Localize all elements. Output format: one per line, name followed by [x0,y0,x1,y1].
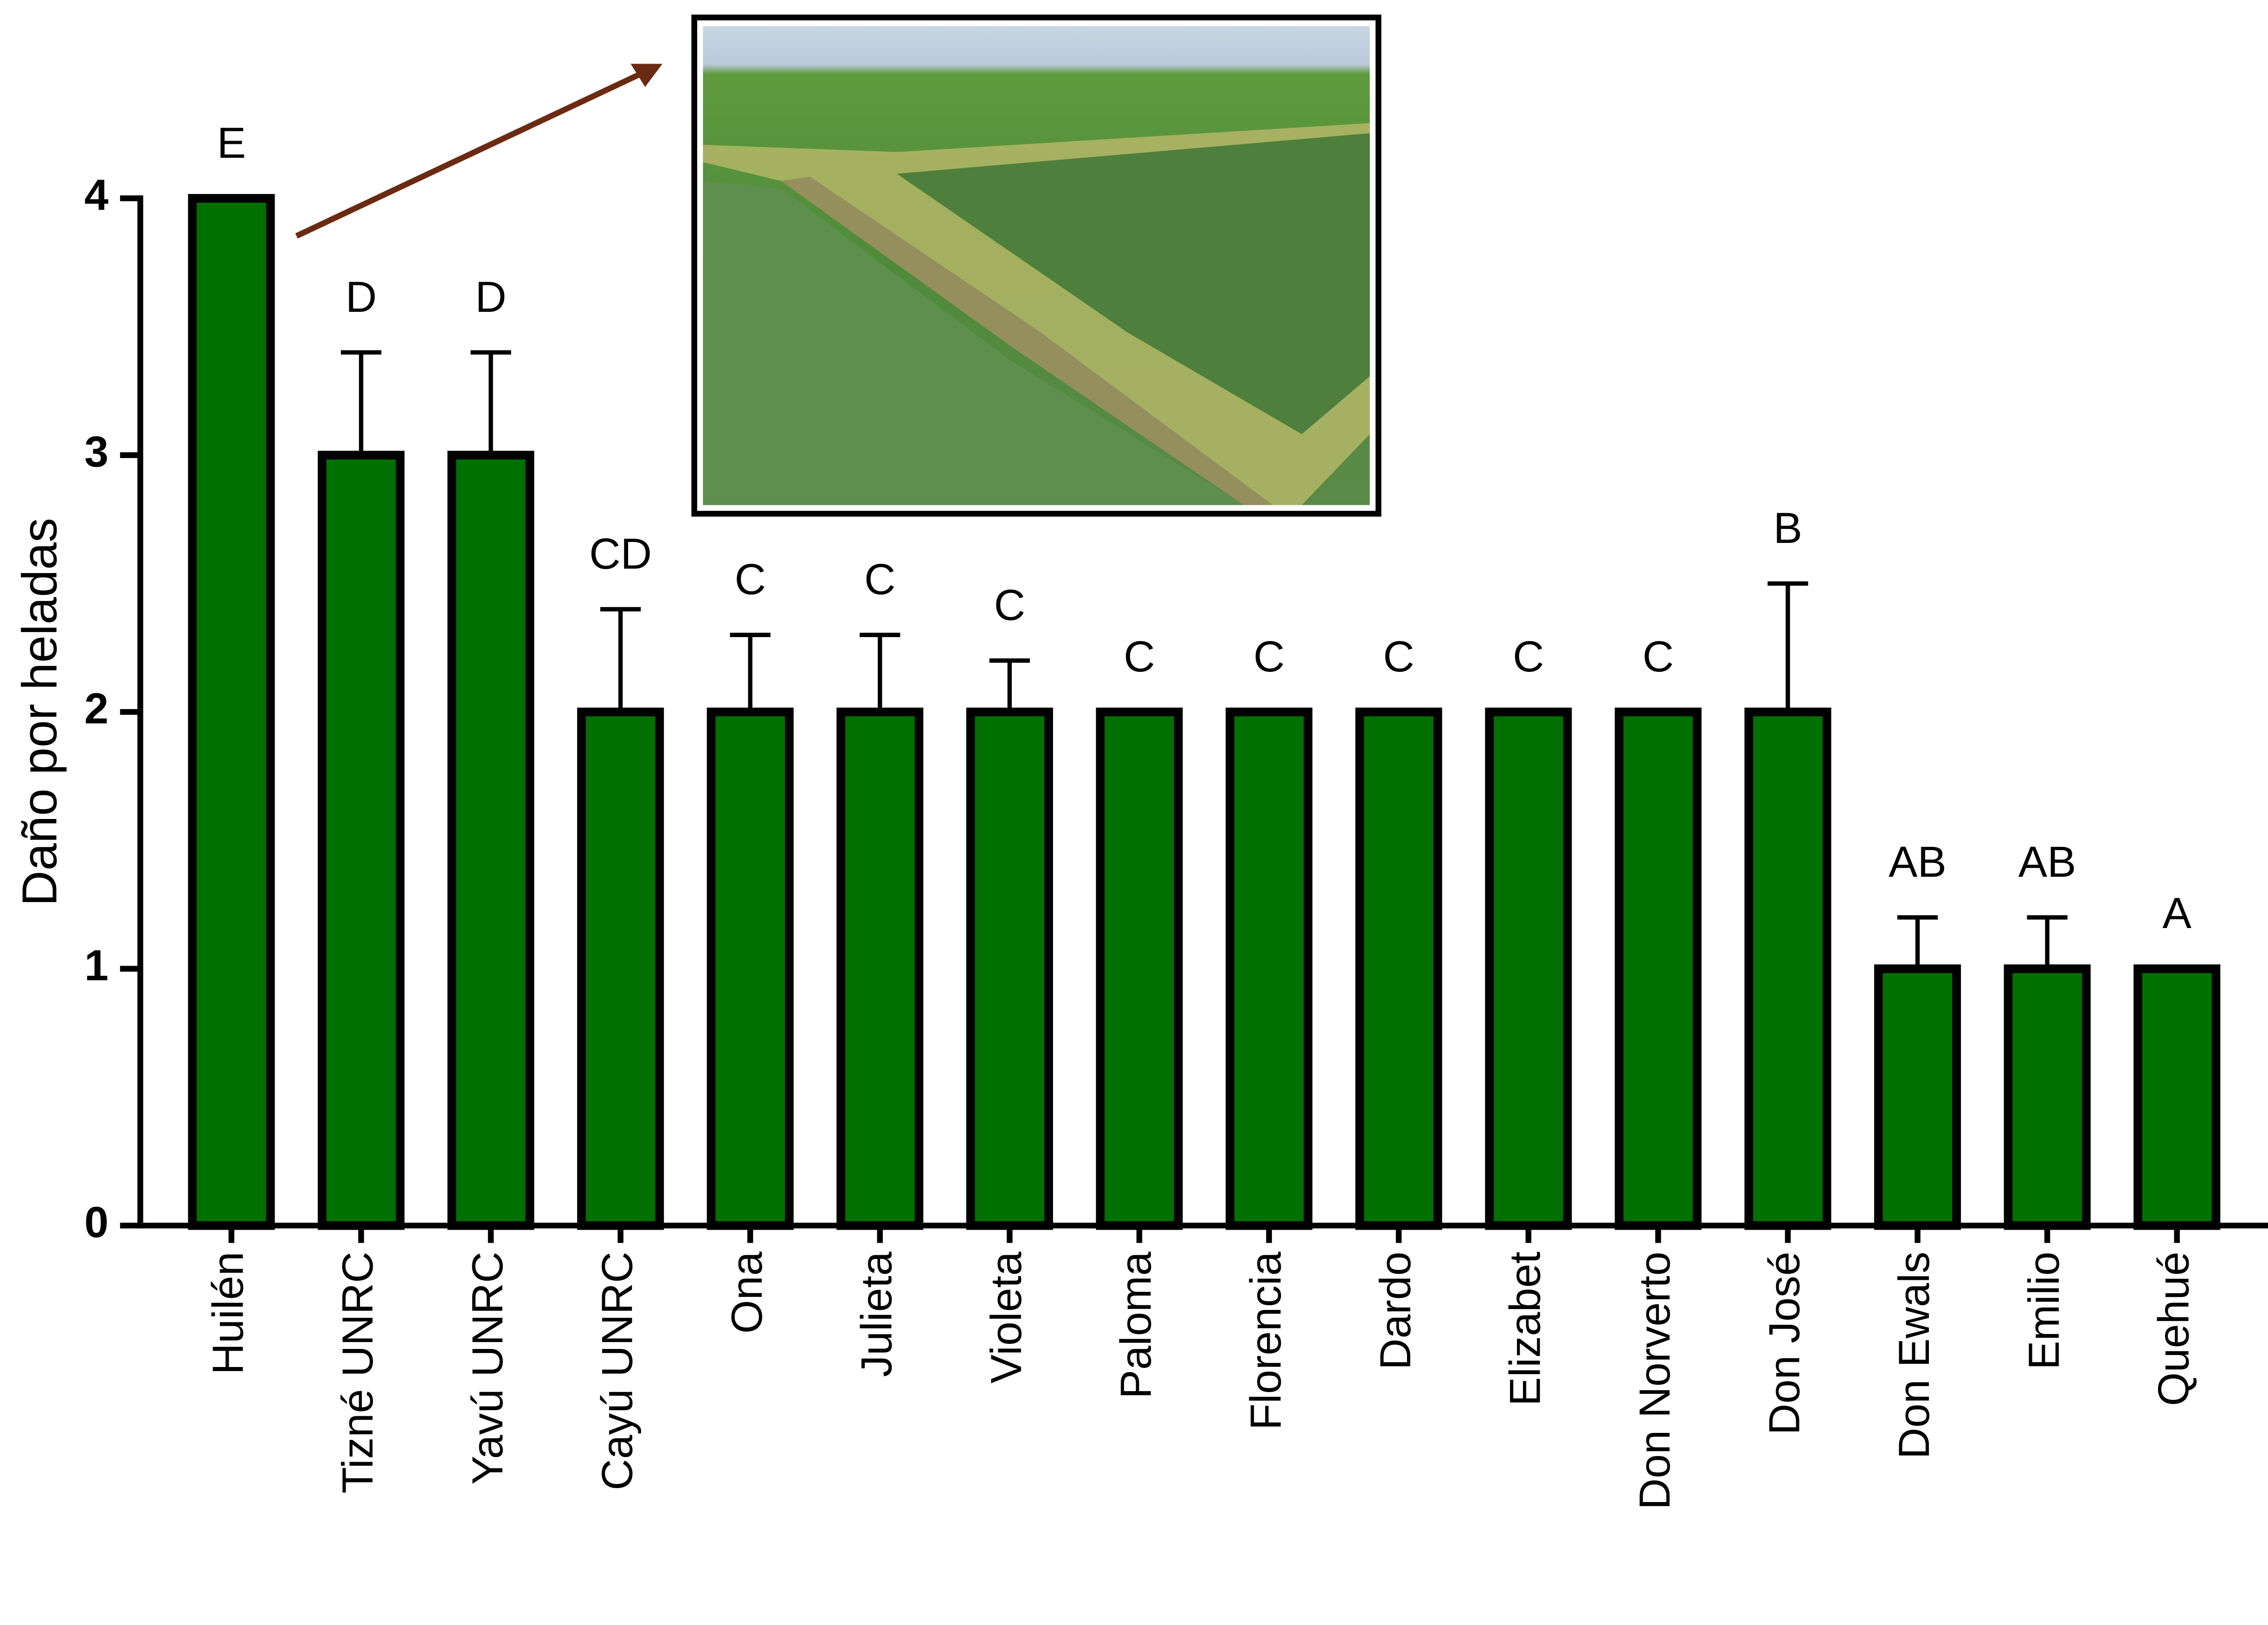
x-tick-label: Don Ewals [1889,1251,1938,1459]
y-tick-label: 2 [84,684,109,733]
significance-letter: C [1513,632,1544,681]
significance-letter: AB [1889,838,1947,886]
y-tick-label: 4 [84,170,109,219]
bar [2133,964,2221,1230]
significance-letter: C [734,555,766,604]
significance-letter: C [1643,632,1674,681]
bar [447,451,534,1230]
bar [1355,707,1442,1230]
significance-letter: C [1253,632,1285,681]
x-tick-label: Tizné UNRC [333,1251,382,1493]
significance-letter: C [1124,632,1155,681]
bar [1226,707,1313,1230]
x-tick-label: Elizabet [1500,1251,1549,1406]
y-axis-label: Daño por heladas [13,518,67,906]
bar [188,194,275,1230]
y-tick-label: 1 [84,941,109,989]
x-tick-label: Emilio [2019,1251,2068,1370]
significance-letter: D [346,272,377,321]
x-tick-label: Don Norverto [1630,1251,1679,1509]
arrow [295,64,663,239]
bar [317,451,405,1230]
bar [1874,964,1961,1230]
significance-letter: B [1773,503,1802,552]
significance-letter: C [994,580,1026,629]
bar [2004,964,2091,1230]
bar [836,707,924,1230]
x-tick-label: Paloma [1112,1251,1160,1399]
significance-letter: C [1383,632,1414,681]
bar [1096,707,1183,1230]
y-tick-label: 3 [84,427,109,476]
significance-letter: E [217,118,246,167]
x-tick-label: Quehué [2149,1251,2197,1406]
bar [966,707,1053,1230]
significance-letter: C [864,555,896,604]
x-tick-label: Julieta [852,1251,901,1377]
x-tick-label: Huilén [204,1251,252,1374]
x-tick-label: Violeta [982,1251,1030,1383]
bar [1744,707,1831,1230]
significance-letter: D [475,272,507,321]
significance-letter: AB [2018,838,2076,886]
bar [1614,707,1702,1230]
significance-letter: CD [589,529,652,578]
bar [707,707,794,1230]
x-tick-label: Don José [1760,1251,1809,1435]
y-tick-label: 0 [84,1198,109,1246]
photo-inset [691,14,1381,517]
bar [1485,707,1572,1230]
bar [577,707,664,1230]
x-tick-label: Ona [722,1251,771,1334]
x-tick-label: Florencia [1241,1251,1290,1430]
significance-letter: A [2163,889,2192,937]
x-tick-label: Cayú UNRC [592,1251,641,1490]
x-tick-label: Yavú UNRC [463,1251,512,1484]
x-tick-label: Dardo [1371,1251,1420,1370]
